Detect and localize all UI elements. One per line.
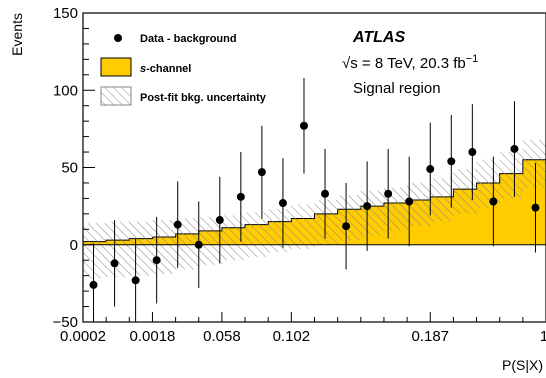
x-tick-label: 0.0018 — [130, 328, 176, 345]
uncertainty-band — [430, 178, 454, 222]
legend-data-marker — [114, 34, 122, 42]
x-tick-labels: 0.0002 0.0018 0.058 0.102 0.187 1 — [60, 328, 546, 345]
data-point — [299, 121, 308, 130]
data-point — [321, 189, 330, 198]
legend: Data - background s-channel Post-fit bkg… — [100, 33, 267, 106]
x-tick-label: 0.0002 — [60, 328, 106, 345]
energy-lumi-label: √s = 8 TeV, 20.3 fb−1 — [342, 53, 478, 72]
legend-data-label: Data - background — [140, 33, 237, 45]
data-point — [152, 256, 161, 265]
uncertainty-band — [476, 159, 501, 208]
data-point — [384, 189, 393, 198]
uncertainty-band — [360, 190, 385, 236]
data-point — [173, 220, 182, 229]
data-point — [278, 199, 287, 208]
data-point — [531, 203, 540, 212]
atlas-label: ATLAS — [352, 29, 405, 46]
data-point — [215, 216, 224, 225]
data-point — [510, 144, 519, 153]
data-point — [489, 197, 498, 206]
y-tick-label: −50 — [53, 314, 78, 331]
uncertainty-band — [522, 139, 546, 188]
data-point — [405, 197, 414, 206]
uncertainty-band — [175, 218, 200, 270]
uncertainty-band — [337, 195, 362, 241]
region-label: Signal region — [353, 80, 441, 97]
uncertainty-band — [314, 199, 339, 245]
x-axis-title: P(S|X) — [502, 357, 543, 373]
uncertainty-band — [83, 223, 107, 279]
x-tick-label: 0.187 — [411, 328, 449, 345]
data-point — [363, 202, 372, 211]
data-point — [236, 192, 245, 201]
data-point — [426, 165, 435, 174]
y-tick-label: 0 — [70, 237, 78, 254]
uncertainty-band — [129, 221, 153, 276]
legend-uncertainty-label: Post-fit bkg. uncertainty — [140, 92, 267, 104]
uncertainty-band — [221, 215, 246, 261]
uncertainty-band — [198, 216, 223, 265]
x-tick-label: 0.058 — [203, 328, 241, 345]
data-point — [194, 240, 203, 249]
y-axis-title: Events — [9, 13, 25, 56]
legend-signal-label: s-channel — [140, 63, 191, 75]
legend-signal-swatch — [100, 57, 132, 77]
data-point — [342, 222, 351, 231]
data-point — [447, 157, 456, 166]
uncertainty-band — [152, 220, 176, 275]
data-point — [131, 276, 140, 285]
data-point — [110, 259, 119, 268]
uncertainty-band — [106, 221, 130, 278]
uncertainty-band — [291, 204, 315, 250]
data-layer — [89, 77, 540, 322]
data-point — [257, 168, 266, 177]
x-tick-label: 1 — [540, 328, 546, 345]
y-tick-label: 100 — [53, 82, 78, 99]
data-point — [468, 148, 477, 157]
uncertainty-band — [245, 212, 269, 258]
y-tick-label: 50 — [61, 160, 78, 177]
uncertainty-band — [453, 169, 477, 214]
plot-content — [83, 77, 546, 322]
legend-uncertainty-swatch — [100, 86, 132, 106]
uncertainty-band — [268, 209, 292, 253]
uncertainty-band — [407, 182, 431, 227]
x-tick-label: 0.102 — [273, 328, 311, 345]
y-tick-label: 150 — [53, 5, 78, 22]
uncertainty-band — [383, 187, 408, 231]
y-tick-labels: −50 0 50 100 150 — [53, 5, 78, 331]
data-point — [89, 280, 98, 289]
ticks-layer — [82, 12, 546, 323]
uncertainty-band — [499, 152, 524, 199]
